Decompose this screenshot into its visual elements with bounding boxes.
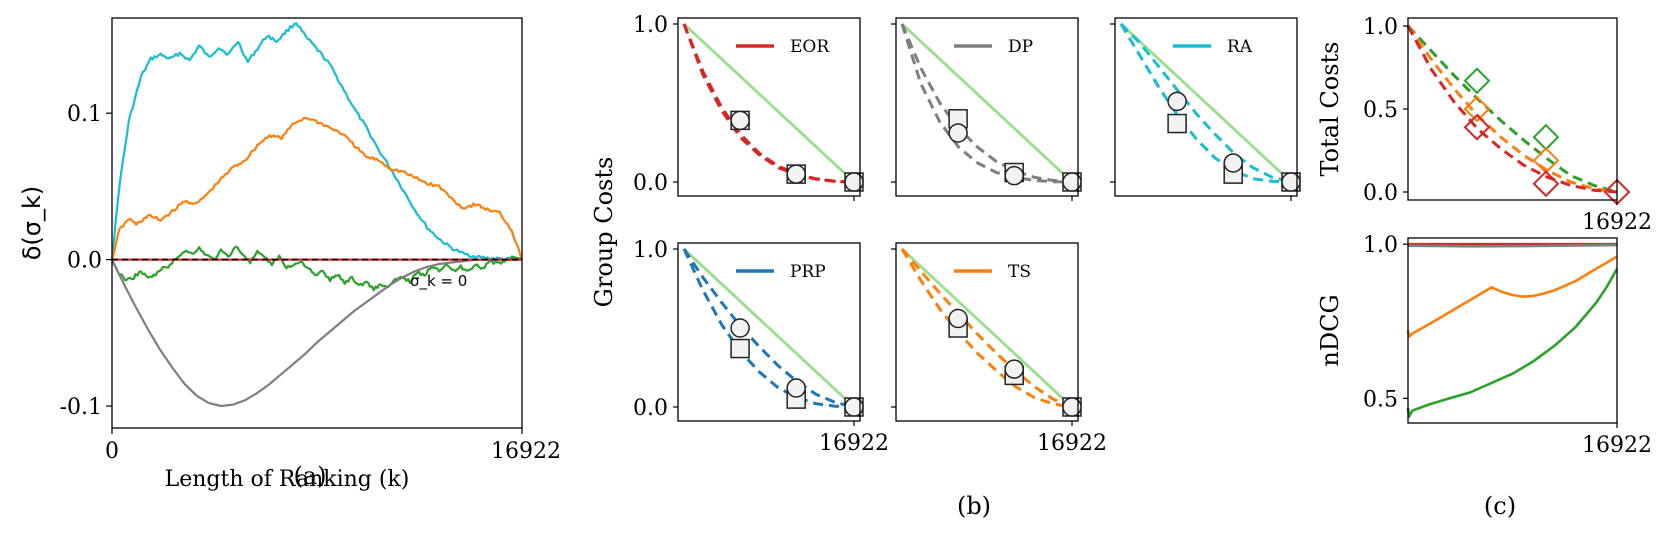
legend-label: EOR — [790, 37, 830, 57]
y-tick-label-b: 0.0 — [633, 171, 668, 196]
circle-marker — [1004, 359, 1024, 379]
total-cost-curve-green — [1406, 24, 1618, 194]
group-cost-curve-2 — [900, 23, 1073, 184]
y-tick-label-c1: 1.0 — [1363, 15, 1398, 40]
x-tick-label-a: 16922 — [491, 439, 561, 464]
ideal-line — [901, 22, 1073, 184]
ndcg-curve-green — [1406, 268, 1619, 419]
diamond-marker — [1532, 170, 1560, 198]
x-tick-label-c1: 16922 — [1582, 210, 1652, 235]
series-dp-line — [111, 258, 522, 408]
axes-frame-b — [677, 17, 861, 197]
legend-label: RA — [1227, 37, 1253, 57]
diamond-marker — [1463, 113, 1491, 141]
group-cost-curve-2 — [1119, 23, 1292, 184]
y-tick-label-b: 1.0 — [633, 238, 668, 263]
legend-label: PRP — [790, 262, 826, 282]
group-cost-curve-2 — [682, 248, 855, 409]
caption-b: (b) — [957, 492, 991, 520]
legend-label: DP — [1008, 37, 1033, 57]
x-tick-label-b: 16922 — [1037, 431, 1107, 456]
panel-c: 1.0 0.5 0.0 16922 Total Costs 1.0 0.5 16922 nDCG — [1316, 15, 1652, 458]
group-cost-curve-2 — [682, 23, 855, 184]
group-cost-curve-2 — [900, 248, 1073, 409]
y-tick-label-a: -0.1 — [60, 395, 102, 420]
square-marker — [1167, 113, 1187, 134]
y-tick-label-a: 0.0 — [67, 249, 102, 274]
circle-marker — [730, 110, 750, 131]
y-tick-label-c1: 0.5 — [1363, 98, 1398, 123]
y-tick-label-c2: 0.5 — [1363, 387, 1398, 412]
series-ra-line — [110, 22, 523, 262]
circle-marker — [844, 397, 864, 417]
axes-frame-b — [895, 242, 1079, 422]
circle-marker — [1004, 165, 1024, 186]
subplot-eor: EOR 1.0 0.0 — [633, 13, 864, 201]
y-tick-label-b: 0.0 — [633, 396, 668, 421]
ideal-line — [901, 247, 1073, 409]
circle-marker — [1167, 91, 1187, 112]
circle-marker — [1062, 172, 1082, 192]
subplot-ts: TS 16922 — [891, 242, 1107, 456]
subplot-ra: RA — [1110, 17, 1301, 201]
y-tick-label-b: 1.0 — [633, 13, 668, 38]
diamond-marker — [1463, 95, 1491, 123]
y-axis-label-a: δ(σ_k) — [18, 186, 46, 261]
x-tick-label-a: 0 — [105, 439, 119, 464]
axes-frame-c-top — [1407, 17, 1618, 201]
ideal-line — [683, 247, 855, 409]
x-tick-label-c2: 16922 — [1582, 433, 1652, 458]
circle-marker — [786, 164, 806, 184]
group-cost-curve-1 — [682, 248, 855, 409]
series-ts-line — [110, 116, 524, 260]
axes-frame-a — [111, 17, 523, 429]
subplot-prp: PRP 1.0 0.0 16922 — [633, 238, 889, 456]
y-tick-label-c2: 1.0 — [1363, 233, 1398, 258]
series-prp-line — [110, 245, 523, 292]
y-axis-label-c1: Total Costs — [1316, 42, 1344, 177]
ideal-line — [683, 22, 855, 184]
caption-c: (c) — [1484, 492, 1516, 520]
group-cost-curve-1 — [900, 23, 1073, 184]
y-axis-label-b: Group Costs — [590, 157, 618, 308]
panel-b: EOR 1.0 0.0 DP RA PRP 1.0 0.0 16922 TS 16922 Group … — [590, 13, 1301, 456]
axes-frame-b — [895, 17, 1079, 197]
panel-a: σ_k = 0 -0.1 0.0 0.1 0 16922 Length of Ranking… — [18, 17, 561, 492]
y-axis-label-c2: nDCG — [1316, 294, 1344, 366]
y-tick-label-c1: 0.0 — [1363, 181, 1398, 206]
diamond-marker — [1463, 67, 1491, 95]
square-marker — [730, 338, 750, 359]
legend-label: TS — [1008, 262, 1031, 282]
axes-frame-b — [677, 242, 861, 422]
subplot-dp: DP — [891, 17, 1082, 201]
ndcg-curve-orange — [1406, 255, 1618, 338]
x-axis-label-a: Length of Ranking (k) — [165, 467, 410, 492]
circle-marker — [1062, 397, 1082, 417]
x-tick-label-b: 16922 — [819, 431, 889, 456]
circle-marker — [948, 123, 968, 143]
circle-marker — [1281, 172, 1301, 192]
circle-marker — [730, 318, 750, 338]
y-tick-label-a: 0.1 — [67, 102, 102, 127]
axes-frame-c-bottom — [1407, 237, 1618, 424]
circle-marker — [1223, 153, 1243, 173]
ideal-line — [1120, 22, 1292, 184]
annotation-sigma-zero: σ_k = 0 — [410, 272, 467, 291]
circle-marker — [786, 378, 806, 398]
circle-marker — [948, 308, 968, 329]
total-cost-curve-red — [1406, 25, 1618, 194]
diamond-marker — [1532, 123, 1560, 151]
total-cost-curve-orange — [1406, 25, 1618, 194]
ndcg-curve-gray — [1407, 243, 1618, 248]
caption-a: (a) — [293, 462, 326, 490]
axes-frame-b — [1114, 17, 1298, 197]
group-cost-curve-1 — [1119, 22, 1292, 184]
circle-marker — [844, 172, 864, 192]
